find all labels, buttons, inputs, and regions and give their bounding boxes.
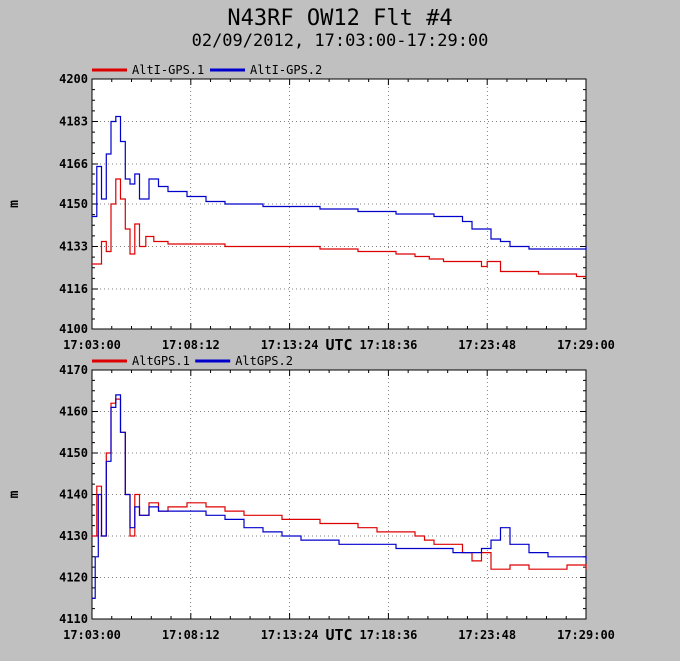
plot-area: [91, 369, 587, 620]
x-tick-label: 17:13:24: [261, 628, 319, 642]
y-tick-label: 4166: [59, 157, 88, 171]
x-tick-label: 17:29:00: [557, 338, 615, 352]
y-tick-label: 4150: [59, 197, 88, 211]
y-tick-label: 4130: [59, 529, 88, 543]
series-line-AltI-GPS.1: [92, 178, 586, 278]
plot-area: [91, 78, 587, 330]
x-axis-unit: UTC: [325, 626, 352, 644]
chart-panel-2: 4110 4120 4130 4140 4150 4160 4170 17:03:00 17:0…: [7, 354, 615, 644]
x-tick-label: 17:23:48: [458, 628, 516, 642]
y-tick-label: 4150: [59, 446, 88, 460]
y-tick-label: 4170: [59, 363, 88, 377]
legend-label: AltI-GPS.1: [132, 63, 204, 77]
legend-label: AltGPS.2: [235, 354, 293, 368]
y-tick-label: 4160: [59, 405, 88, 419]
x-axis-unit: UTC: [325, 336, 352, 354]
series-line-AltI-GPS.2: [92, 115, 587, 250]
y-tick-label: 4100: [59, 322, 88, 336]
x-tick-label: 17:18:36: [360, 628, 418, 642]
y-tick-label: 4120: [59, 571, 88, 585]
x-tick-label: 17:13:24: [261, 338, 319, 352]
x-tick-label: 17:08:12: [162, 338, 220, 352]
x-tick-label: 17:29:00: [557, 628, 615, 642]
legend-label: AltI-GPS.2: [250, 63, 322, 77]
y-tick-label: 4200: [59, 72, 88, 86]
y-tick-label: 4110: [59, 612, 88, 626]
x-tick-label: 17:03:00: [63, 628, 121, 642]
y-tick-label: 4116: [59, 282, 88, 296]
chart-title: N43RF OW12 Flt #4: [227, 6, 452, 31]
chart-subtitle: 02/09/2012, 17:03:00-17:29:00: [192, 31, 489, 51]
x-tick-label: 17:08:12: [162, 628, 220, 642]
legend-label: AltGPS.1: [132, 354, 190, 368]
y-tick-label: 4183: [59, 115, 88, 129]
x-tick-label: 17:03:00: [63, 338, 121, 352]
x-tick-label: 17:18:36: [360, 338, 418, 352]
y-tick-label: 4133: [59, 240, 88, 254]
series-line-AltGPS.2: [92, 394, 587, 599]
y-tick-label: 4140: [59, 488, 88, 502]
chart-panel-1: 4100 4116 4133 4150 4166 4183 4200 17:03:00 17:0…: [7, 63, 615, 354]
y-axis-label: m: [7, 200, 22, 208]
x-tick-label: 17:23:48: [458, 338, 516, 352]
y-axis-label: m: [7, 490, 22, 498]
